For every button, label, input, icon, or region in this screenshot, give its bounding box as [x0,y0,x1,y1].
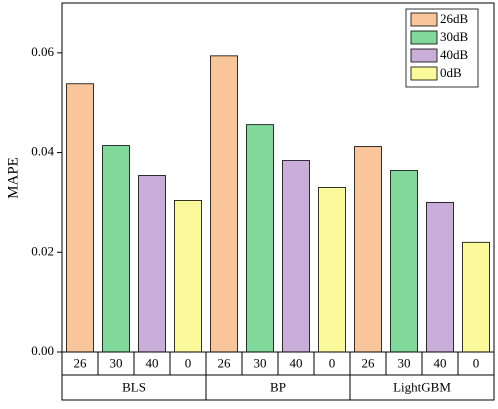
x-tick-label: 40 [146,355,159,370]
group-label: BP [270,379,286,394]
y-tick-label: 0.02 [31,243,54,258]
legend-swatch [410,48,438,63]
bar [462,241,490,353]
x-tick-label: 40 [290,355,303,370]
bar [246,124,274,353]
group-label: BLS [122,379,146,394]
bar [174,200,202,353]
bar [318,187,346,353]
bar [210,55,238,353]
x-tick-label: 0 [473,355,480,370]
y-tick-label: 0.06 [31,44,54,59]
x-tick-label: 30 [110,355,123,370]
x-tick-label: 30 [254,355,267,370]
x-tick-label: 40 [434,355,447,370]
legend-label: 0dB [440,65,462,80]
group-label: LightGBM [393,379,451,394]
legend-label: 30dB [440,29,469,44]
legend-label: 26dB [440,11,469,26]
y-axis-label: MAPE [5,157,21,199]
x-tick-label: 0 [185,355,192,370]
bar [66,83,94,353]
bar [138,175,166,353]
legend-swatch [410,66,438,81]
x-tick-label: 26 [218,355,232,370]
bar [102,145,130,353]
bar [354,146,382,353]
legend-swatch [410,12,438,27]
bar [390,170,418,353]
legend-label: 40dB [440,47,469,62]
bar [426,202,454,353]
x-tick-label: 30 [398,355,411,370]
x-tick-label: 26 [74,355,88,370]
y-tick-label: 0.04 [31,144,54,159]
y-tick-label: 0.00 [31,343,54,358]
bar [282,160,310,353]
x-tick-label: 26 [362,355,376,370]
legend-swatch [410,30,438,45]
x-tick-label: 0 [329,355,336,370]
